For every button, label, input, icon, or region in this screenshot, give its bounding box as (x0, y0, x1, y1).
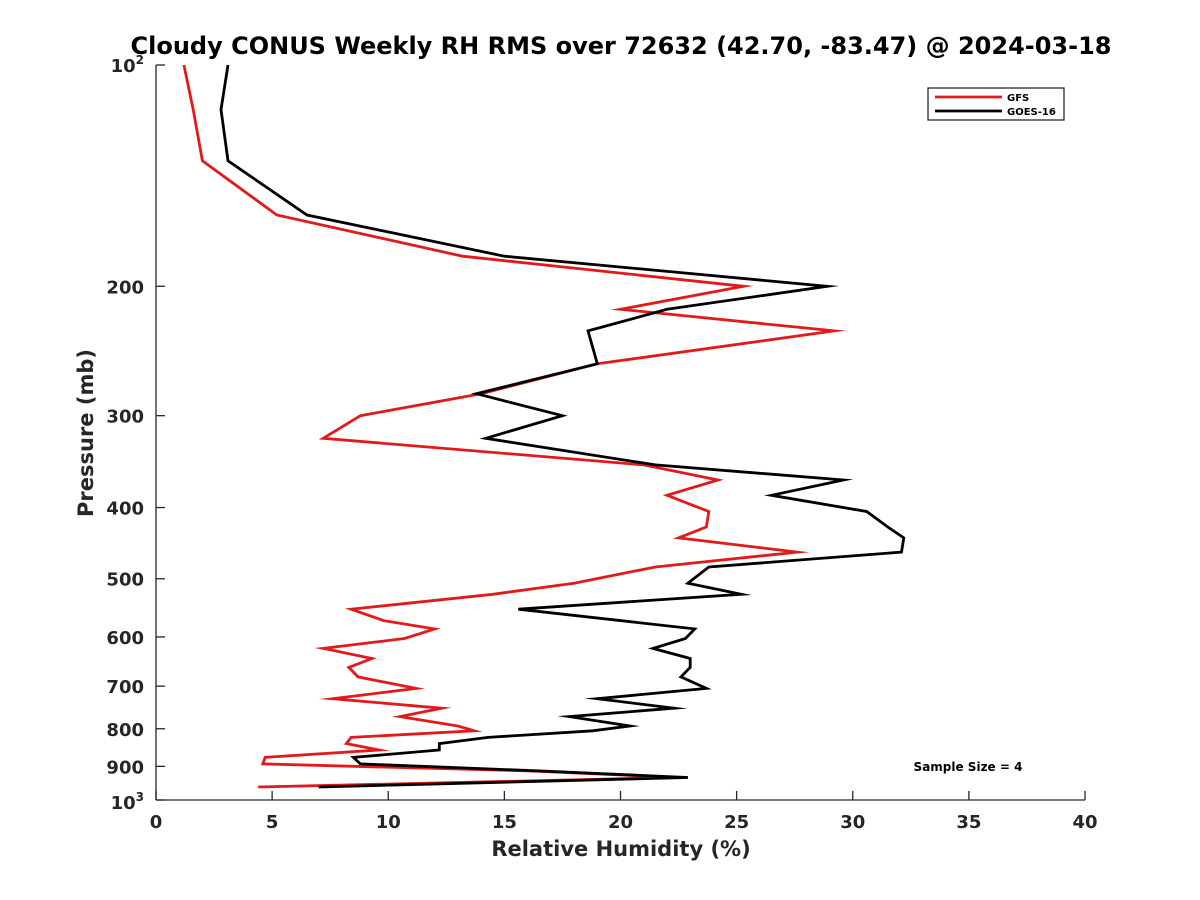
y-tick-label-500: 500 (106, 570, 144, 591)
x-tick-label-0: 0 (150, 812, 163, 833)
sample-size-annotation: Sample Size = 4 (914, 760, 1023, 774)
y-tick-label-600: 600 (106, 628, 144, 649)
y-tick-label-400: 400 (106, 499, 144, 520)
y-axis-ticks: 102 200 300 400 500 600 700 800 900 103 (106, 53, 165, 814)
y-tick-label-900: 900 (106, 757, 144, 778)
x-tick-label-25: 25 (724, 812, 749, 833)
y-tick-label-700: 700 (106, 677, 144, 698)
x-tick-label-10: 10 (376, 812, 401, 833)
x-tick-label-35: 35 (956, 812, 981, 833)
x-axis-ticks: 0 5 10 15 20 25 30 35 40 (150, 791, 1098, 833)
plot-axes (155, 65, 1085, 801)
legend-box (927, 87, 1065, 121)
y-tick-label-100: 102 (111, 53, 144, 77)
y-axis-label: Pressure (mb) (74, 349, 98, 517)
x-tick-label-15: 15 (492, 812, 517, 833)
chart-title: Cloudy CONUS Weekly RH RMS over 72632 (4… (131, 32, 1112, 60)
series-line-gfs (182, 64, 846, 789)
legend-label-goes16: GOES-16 (1007, 107, 1056, 118)
x-tick-label-30: 30 (840, 812, 865, 833)
series-line-goes16 (219, 64, 906, 789)
legend-label-gfs: GFS (1007, 93, 1029, 104)
legend: GFS GOES-16 (927, 87, 1065, 121)
y-tick-label-300: 300 (106, 407, 144, 428)
x-tick-label-5: 5 (266, 812, 279, 833)
x-tick-label-40: 40 (1072, 812, 1097, 833)
x-tick-label-20: 20 (608, 812, 633, 833)
y-tick-label-800: 800 (106, 720, 144, 741)
series-lines (182, 64, 906, 789)
x-axis-label: Relative Humidity (%) (491, 837, 750, 861)
y-tick-label-200: 200 (106, 277, 144, 298)
y-tick-label-1000: 103 (111, 790, 144, 814)
